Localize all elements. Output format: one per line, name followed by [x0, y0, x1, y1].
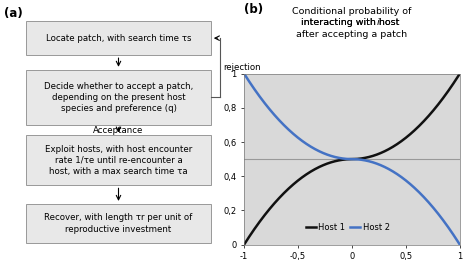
FancyBboxPatch shape	[26, 204, 211, 243]
Host 1	[345, 158, 351, 161]
Text: Conditional probability of: Conditional probability of	[292, 7, 411, 16]
Host 1	[358, 157, 364, 160]
Text: Recover, with length τr per unit of
reproductive investment: Recover, with length τr per unit of repr…	[45, 214, 192, 234]
Host 1	[457, 72, 463, 75]
Host 2	[418, 193, 424, 196]
Text: interacting with host: interacting with host	[301, 18, 402, 27]
Host 1	[370, 154, 375, 158]
Host 2	[452, 235, 457, 238]
FancyBboxPatch shape	[26, 135, 211, 185]
Text: Acceptance: Acceptance	[93, 126, 144, 135]
Text: Locate patch, with search time τs: Locate patch, with search time τs	[46, 34, 191, 43]
Host 1	[452, 80, 457, 83]
Host 1	[344, 158, 349, 161]
Legend: Host 1, Host 2: Host 1, Host 2	[302, 220, 393, 235]
FancyBboxPatch shape	[26, 70, 211, 125]
Host 2	[457, 243, 463, 246]
Host 2	[241, 72, 247, 75]
Text: (a): (a)	[4, 7, 22, 19]
Line: Host 2: Host 2	[244, 74, 460, 245]
FancyBboxPatch shape	[26, 21, 211, 55]
Host 2	[345, 158, 351, 161]
Text: interacting with host: interacting with host	[301, 18, 402, 27]
Text: Exploit hosts, with host encounter
rate 1/τe until re-encounter a
host, with a m: Exploit hosts, with host encounter rate …	[45, 145, 192, 176]
Text: i: i	[377, 18, 379, 27]
Host 1	[241, 243, 247, 246]
Text: (b): (b)	[244, 3, 263, 16]
Host 2	[370, 161, 375, 164]
Host 1	[418, 123, 424, 126]
Line: Host 1: Host 1	[244, 74, 460, 245]
Host 2	[358, 158, 364, 161]
Text: after accepting a patch: after accepting a patch	[296, 30, 408, 39]
Host 2	[344, 157, 349, 160]
Text: Decide whether to accept a patch,
depending on the present host
species and pref: Decide whether to accept a patch, depend…	[44, 82, 193, 113]
Text: rejection: rejection	[223, 63, 260, 72]
